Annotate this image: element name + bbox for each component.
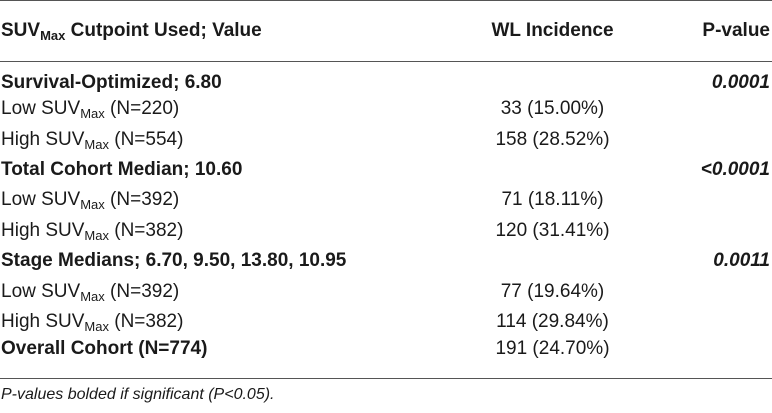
p-value-cell: <0.0001 <box>700 158 770 180</box>
table-row: Low SUVMax (N=392) 77 (19.64%) <box>0 276 772 306</box>
p-value-cell: 0.0011 <box>713 250 770 272</box>
p-value-cell <box>675 276 772 306</box>
p-value-cell <box>675 337 772 367</box>
table-row: High SUVMax (N=554) 158 (28.52%) <box>0 124 772 154</box>
results-table: SUVMax Cutpoint Used; Value WL Incidence… <box>0 0 772 367</box>
p-value-cell <box>675 307 772 337</box>
p-value-cell <box>675 124 772 154</box>
incidence-cell: 191 (24.70%) <box>495 338 610 360</box>
table-row: Low SUVMax (N=392) 71 (18.11%) <box>0 185 772 215</box>
table-footnote: P-values bolded if significant (P<0.05). <box>1 386 275 403</box>
incidence-cell <box>430 155 675 185</box>
incidence-cell: 158 (28.52%) <box>495 128 610 150</box>
table-row: Stage Medians; 6.70, 9.50, 13.80, 10.95 … <box>0 246 772 276</box>
subgroup-label: Low SUVMax (N=220) <box>1 98 180 122</box>
table-header-row: SUVMax Cutpoint Used; Value WL Incidence… <box>0 0 772 62</box>
group-label: Overall Cohort (N=774) <box>1 338 208 360</box>
group-label: Survival-Optimized; 6.80 <box>1 72 222 93</box>
incidence-cell: 33 (15.00%) <box>500 98 605 120</box>
header-cutpoint-sub: Max <box>40 28 66 43</box>
subgroup-label: Low SUVMax (N=392) <box>1 280 180 304</box>
incidence-cell <box>430 246 675 276</box>
table-row: Low SUVMax (N=220) 33 (15.00%) <box>0 94 772 124</box>
table-bottom-rule <box>0 378 772 379</box>
incidence-cell: 120 (31.41%) <box>495 219 610 241</box>
subgroup-label: High SUVMax (N=382) <box>1 219 184 243</box>
table-row: High SUVMax (N=382) 114 (29.84%) <box>0 307 772 337</box>
p-value-cell <box>675 185 772 215</box>
header-cutpoint-rest: Cutpoint Used; Value <box>65 20 262 41</box>
p-value-cell: 0.0001 <box>711 72 770 93</box>
subgroup-label: High SUVMax (N=554) <box>1 128 184 152</box>
incidence-cell <box>430 62 675 95</box>
subgroup-label: Low SUVMax (N=392) <box>1 189 180 213</box>
header-wl-incidence: WL Incidence <box>430 0 675 62</box>
group-label: Total Cohort Median; 10.60 <box>1 158 243 180</box>
incidence-cell: 71 (18.11%) <box>501 189 604 211</box>
group-label: Stage Medians; 6.70, 9.50, 13.80, 10.95 <box>1 250 347 272</box>
header-cutpoint: SUVMax Cutpoint Used; Value <box>0 0 430 62</box>
header-cutpoint-main: SUV <box>1 20 41 41</box>
table-row: Survival-Optimized; 6.80 0.0001 <box>0 62 772 95</box>
p-value-cell <box>675 94 772 124</box>
header-p-value: P-value <box>675 0 772 62</box>
p-value-cell <box>675 216 772 246</box>
subgroup-label: High SUVMax (N=382) <box>1 310 184 334</box>
table-row: Total Cohort Median; 10.60 <0.0001 <box>0 155 772 185</box>
incidence-cell: 114 (29.84%) <box>496 310 609 332</box>
table-row: High SUVMax (N=382) 120 (31.41%) <box>0 216 772 246</box>
incidence-cell: 77 (19.64%) <box>500 280 605 302</box>
table-row: Overall Cohort (N=774) 191 (24.70%) <box>0 337 772 367</box>
